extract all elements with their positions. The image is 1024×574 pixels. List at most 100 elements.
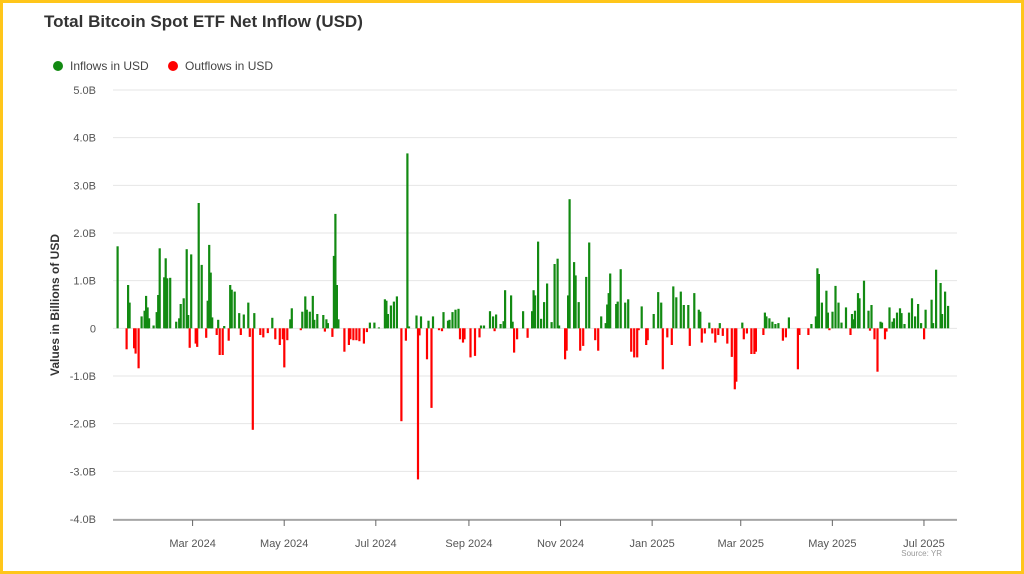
inflow-bar[interactable] — [867, 310, 870, 329]
outflow-bar[interactable] — [868, 328, 872, 331]
inflow-bar[interactable] — [840, 322, 843, 329]
inflow-bar[interactable] — [531, 311, 534, 329]
inflow-bar[interactable] — [947, 305, 950, 329]
inflow-bar[interactable] — [852, 319, 855, 329]
inflow-bar[interactable] — [407, 326, 411, 329]
inflow-bar[interactable] — [178, 318, 181, 329]
outflow-bar[interactable] — [352, 328, 355, 341]
inflow-bar[interactable] — [624, 302, 627, 329]
inflow-bar[interactable] — [211, 317, 214, 329]
inflow-bar[interactable] — [903, 324, 906, 329]
outflow-bar[interactable] — [430, 328, 433, 408]
outflow-bar[interactable] — [343, 328, 346, 352]
inflow-bar[interactable] — [325, 319, 328, 329]
outflow-bar[interactable] — [283, 328, 286, 368]
outflow-bar[interactable] — [781, 328, 784, 341]
inflow-bar[interactable] — [718, 323, 721, 329]
inflow-bar[interactable] — [368, 322, 371, 329]
outflow-bar[interactable] — [646, 328, 649, 341]
inflow-bar[interactable] — [609, 273, 612, 329]
outflow-bar[interactable] — [735, 328, 738, 382]
inflow-bar[interactable] — [837, 302, 840, 329]
inflow-bar[interactable] — [200, 264, 203, 329]
inflow-bar[interactable] — [697, 309, 700, 329]
inflow-bar[interactable] — [675, 297, 678, 329]
inflow-bar[interactable] — [619, 269, 622, 329]
inflow-bar[interactable] — [532, 290, 535, 329]
inflow-bar[interactable] — [289, 319, 292, 329]
outflow-bar[interactable] — [670, 328, 673, 345]
inflow-bar[interactable] — [175, 321, 178, 329]
outflow-bar[interactable] — [582, 328, 585, 346]
inflow-bar[interactable] — [427, 320, 430, 329]
inflow-bar[interactable] — [679, 291, 682, 329]
outflow-bar[interactable] — [125, 328, 128, 350]
inflow-bar[interactable] — [448, 319, 451, 329]
outflow-bar[interactable] — [637, 328, 640, 331]
outflow-bar[interactable] — [876, 328, 879, 372]
outflow-bar[interactable] — [196, 328, 199, 347]
inflow-bar[interactable] — [492, 316, 495, 329]
outflow-bar[interactable] — [218, 328, 221, 355]
outflow-bar[interactable] — [349, 328, 352, 340]
outflow-bar[interactable] — [636, 328, 639, 358]
inflow-bar[interactable] — [377, 327, 380, 329]
inflow-bar[interactable] — [209, 272, 212, 329]
inflow-bar[interactable] — [157, 295, 160, 329]
inflow-bar[interactable] — [810, 324, 813, 329]
inflow-bar[interactable] — [820, 302, 823, 329]
inflow-bar[interactable] — [550, 322, 553, 329]
inflow-bar[interactable] — [825, 290, 828, 329]
inflow-bar[interactable] — [392, 301, 395, 329]
outflow-bar[interactable] — [278, 328, 281, 345]
outflow-bar[interactable] — [362, 328, 365, 344]
outflow-bar[interactable] — [796, 328, 799, 370]
inflow-bar[interactable] — [290, 308, 293, 329]
outflow-bar[interactable] — [259, 328, 262, 335]
outflow-bar[interactable] — [885, 328, 888, 332]
outflow-bar[interactable] — [262, 328, 265, 338]
outflow-bar[interactable] — [239, 328, 242, 335]
inflow-bar[interactable] — [308, 311, 311, 329]
inflow-bar[interactable] — [924, 309, 927, 329]
inflow-bar[interactable] — [116, 246, 119, 329]
outflow-bar[interactable] — [461, 328, 465, 343]
inflow-bar[interactable] — [316, 314, 319, 329]
inflow-bar[interactable] — [373, 322, 376, 329]
inflow-bar[interactable] — [935, 269, 938, 329]
inflow-bar[interactable] — [148, 318, 151, 329]
inflow-bar[interactable] — [247, 302, 250, 329]
outflow-bar[interactable] — [458, 328, 462, 340]
outflow-bar[interactable] — [661, 328, 664, 370]
inflow-bar[interactable] — [553, 264, 556, 329]
outflow-bar[interactable] — [849, 328, 852, 335]
inflow-bar[interactable] — [385, 300, 388, 329]
inflow-bar[interactable] — [233, 291, 236, 329]
inflow-bar[interactable] — [607, 293, 610, 329]
inflow-bar[interactable] — [406, 153, 409, 329]
outflow-bar[interactable] — [473, 328, 477, 356]
inflow-bar[interactable] — [488, 311, 492, 329]
outflow-bar[interactable] — [251, 328, 254, 430]
inflow-bar[interactable] — [482, 325, 486, 329]
inflow-bar[interactable] — [895, 312, 899, 329]
inflow-bar[interactable] — [914, 316, 917, 329]
outflow-bar[interactable] — [807, 328, 810, 335]
outflow-bar[interactable] — [564, 328, 567, 360]
inflow-bar[interactable] — [164, 258, 167, 329]
outflow-bar[interactable] — [299, 328, 302, 331]
inflow-bar[interactable] — [395, 296, 398, 329]
outflow-bar[interactable] — [215, 328, 218, 335]
inflow-bar[interactable] — [816, 268, 819, 329]
inflow-bar[interactable] — [389, 305, 392, 329]
outflow-bar[interactable] — [717, 328, 720, 335]
inflow-bar[interactable] — [787, 317, 790, 329]
outflow-bar[interactable] — [753, 328, 756, 354]
outflow-bar[interactable] — [133, 328, 136, 349]
outflow-bar[interactable] — [347, 328, 350, 345]
outflow-bar[interactable] — [358, 328, 361, 342]
outflow-bar[interactable] — [742, 328, 745, 340]
inflow-bar[interactable] — [879, 321, 882, 329]
inflow-bar[interactable] — [573, 262, 576, 329]
outflow-bar[interactable] — [633, 328, 636, 358]
